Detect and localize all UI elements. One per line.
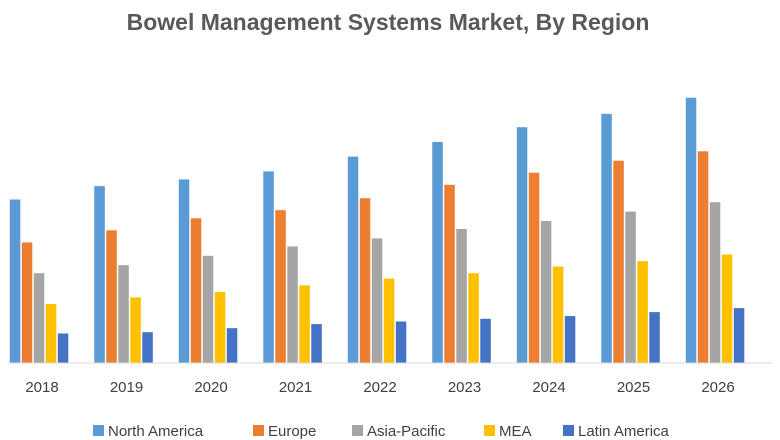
x-tick-label: 2024	[532, 379, 565, 396]
bar-north-america-2021	[263, 171, 274, 363]
x-tick-label: 2023	[448, 379, 481, 396]
bar-north-america-2020	[178, 179, 190, 363]
bar-asia-pacific-2023	[456, 229, 467, 363]
bar-europe-2019	[106, 230, 117, 363]
bar-latin-america-2020	[226, 328, 238, 363]
legend-swatch	[563, 425, 574, 436]
bar-north-america-2023	[432, 141, 443, 363]
bars-group	[9, 97, 745, 363]
bar-asia-pacific-2021	[287, 246, 298, 363]
x-tick-label: 2025	[617, 379, 650, 396]
legend-item-mea: MEA	[484, 423, 532, 440]
bar-north-america-2019	[94, 186, 105, 363]
bar-mea-2021	[299, 285, 310, 363]
bar-europe-2021	[275, 210, 286, 363]
legend-swatch	[352, 425, 363, 436]
bar-latin-america-2018	[57, 333, 69, 363]
bar-europe-2025	[613, 160, 624, 363]
legend-label: Asia-Pacific	[367, 423, 446, 440]
x-tick-label: 2018	[25, 379, 58, 396]
bar-europe-2023	[444, 184, 455, 363]
bar-europe-2022	[359, 198, 371, 363]
legend-label: North America	[108, 423, 204, 440]
legend-swatch	[253, 425, 264, 436]
x-tick-label: 2022	[363, 379, 396, 396]
bar-asia-pacific-2018	[33, 273, 45, 363]
x-tick-label: 2026	[701, 379, 734, 396]
legend-item-europe: Europe	[253, 423, 316, 440]
bar-north-america-2018	[9, 199, 21, 363]
legend-item-asia-pacific: Asia-Pacific	[352, 423, 446, 440]
bar-asia-pacific-2022	[371, 238, 383, 363]
legend-swatch	[93, 425, 104, 436]
bar-asia-pacific-2020	[202, 255, 214, 363]
bar-europe-2024	[528, 172, 540, 363]
legend-swatch	[484, 425, 495, 436]
bar-mea-2025	[637, 261, 648, 363]
bar-north-america-2024	[516, 127, 528, 363]
legend-label: Europe	[268, 423, 316, 440]
legend-item-north-america: North America	[93, 423, 204, 440]
bar-asia-pacific-2024	[540, 221, 552, 363]
bar-latin-america-2023	[480, 318, 491, 363]
bar-mea-2019	[130, 297, 141, 363]
bar-mea-2026	[721, 254, 733, 363]
bar-mea-2018	[45, 304, 57, 363]
bar-mea-2024	[552, 266, 564, 363]
x-tick-label: 2021	[279, 379, 312, 396]
bar-north-america-2026	[685, 97, 697, 363]
x-tick-label: 2019	[110, 379, 143, 396]
chart-title: Bowel Management Systems Market, By Regi…	[127, 9, 650, 35]
legend-label: Latin America	[578, 423, 670, 440]
bar-latin-america-2021	[311, 324, 322, 363]
bar-latin-america-2024	[564, 316, 576, 363]
bar-mea-2020	[214, 292, 226, 363]
legend-label: MEA	[499, 423, 532, 440]
legend-item-latin-america: Latin America	[563, 423, 670, 440]
bar-asia-pacific-2025	[625, 211, 636, 363]
bar-mea-2022	[383, 278, 395, 363]
bar-latin-america-2019	[142, 332, 153, 363]
bar-europe-2020	[190, 218, 202, 363]
legend: North America Europe Asia-Pacific MEA Latin …	[93, 423, 670, 440]
bar-mea-2023	[468, 273, 479, 363]
bar-europe-2018	[21, 242, 33, 363]
bar-north-america-2022	[347, 156, 359, 363]
x-tick-labels: 2018 2019 2020 2021 2022 2023 2024 2025 2026	[25, 379, 734, 396]
bar-north-america-2025	[601, 113, 612, 363]
x-tick-label: 2020	[194, 379, 227, 396]
bar-asia-pacific-2019	[118, 265, 129, 363]
bar-latin-america-2022	[395, 321, 407, 363]
bar-latin-america-2025	[649, 312, 660, 363]
bar-europe-2026	[697, 151, 709, 363]
bar-latin-america-2026	[733, 308, 745, 363]
bar-asia-pacific-2026	[709, 202, 721, 363]
